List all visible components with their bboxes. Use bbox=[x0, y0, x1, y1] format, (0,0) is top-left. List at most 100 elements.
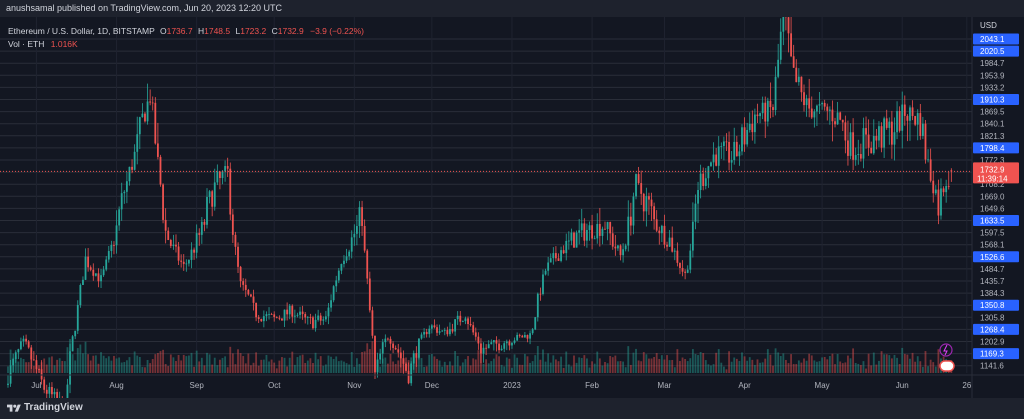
volume-bar bbox=[244, 363, 247, 373]
candle-body bbox=[606, 222, 609, 230]
candle-body bbox=[614, 246, 617, 249]
volume-bar bbox=[418, 356, 420, 373]
volume-bar bbox=[156, 353, 159, 373]
candle-body bbox=[707, 166, 710, 179]
volume-bar bbox=[100, 352, 102, 373]
candle-body bbox=[852, 132, 855, 160]
volume-bar bbox=[324, 364, 327, 373]
candle-body bbox=[609, 222, 612, 234]
volume-bar bbox=[425, 366, 428, 373]
symbol-label[interactable]: Ethereum / U.S. Dollar, 1D, BITSTAMP bbox=[8, 26, 155, 36]
candle-body bbox=[200, 221, 203, 235]
volume-bar bbox=[787, 363, 790, 373]
candle-body bbox=[464, 318, 467, 322]
candle-body bbox=[841, 119, 844, 123]
candle-body bbox=[640, 183, 643, 194]
tick-highlight bbox=[973, 142, 1019, 154]
candle-body bbox=[291, 305, 294, 317]
volume-bar bbox=[322, 365, 325, 373]
price-tick-label: 1798.4 bbox=[980, 144, 1005, 153]
time-tick-label: Aug bbox=[109, 381, 123, 390]
candle-body bbox=[867, 134, 870, 148]
candle-body bbox=[722, 141, 725, 147]
volume-bar bbox=[795, 364, 798, 373]
volume-bar bbox=[810, 355, 813, 373]
volume-bar bbox=[162, 349, 164, 373]
candle-body bbox=[854, 155, 857, 160]
candle-body bbox=[22, 338, 25, 342]
high-key: H bbox=[197, 26, 205, 36]
candle-body bbox=[715, 154, 718, 166]
volume-bar bbox=[854, 362, 857, 373]
time-tick-label: Sep bbox=[190, 381, 205, 390]
volume-bar bbox=[663, 359, 666, 373]
candle-body bbox=[624, 245, 627, 250]
tick-highlight bbox=[973, 299, 1019, 311]
volume-bar bbox=[82, 353, 84, 373]
lightning-bolt-icon bbox=[943, 344, 948, 356]
candle-body bbox=[790, 33, 792, 57]
volume-bar bbox=[270, 359, 273, 373]
candle-body bbox=[319, 315, 322, 321]
candle-body bbox=[865, 128, 867, 135]
candle-body bbox=[777, 59, 780, 77]
candle-body bbox=[25, 338, 27, 342]
candle-body bbox=[560, 250, 562, 261]
volume-bar bbox=[878, 360, 880, 373]
candle-body bbox=[516, 334, 519, 341]
volume-bar bbox=[544, 361, 547, 373]
candle-body bbox=[188, 259, 190, 264]
candle-body bbox=[353, 233, 356, 238]
candle-body bbox=[27, 341, 30, 348]
candle-body bbox=[586, 229, 588, 241]
candle-body bbox=[123, 191, 126, 194]
candle-body bbox=[208, 191, 211, 197]
candle-body bbox=[710, 162, 712, 167]
candle-body bbox=[322, 319, 325, 321]
candle-body bbox=[741, 127, 743, 152]
volume-bar bbox=[381, 358, 384, 373]
price-tick-label: 1169.3 bbox=[980, 350, 1004, 359]
volume-bar bbox=[407, 360, 410, 373]
candle-body bbox=[340, 264, 343, 271]
flag-icon bbox=[939, 360, 955, 372]
volume-bar bbox=[397, 360, 400, 373]
volume-bar bbox=[51, 356, 53, 373]
volume-bar bbox=[782, 353, 785, 373]
volume-bar bbox=[565, 351, 568, 373]
candle-body bbox=[420, 334, 423, 339]
candle-body bbox=[454, 319, 457, 332]
volume-bar bbox=[588, 367, 591, 373]
volume-bar bbox=[138, 356, 141, 373]
chart-area[interactable]: USD 2043.1 2020.5 1984.7 1953.9 1933.2 1910.3 1… bbox=[0, 17, 1024, 398]
volume-bar bbox=[679, 361, 681, 373]
candle-body bbox=[536, 293, 539, 318]
candle-body bbox=[355, 226, 358, 234]
price-chart[interactable]: USD 2043.1 2020.5 1984.7 1953.9 1933.2 1910.3 1… bbox=[0, 17, 1024, 398]
candle-body bbox=[893, 132, 896, 145]
volume-bar bbox=[606, 363, 609, 373]
volume-bar bbox=[169, 354, 172, 373]
volume-bar bbox=[531, 361, 534, 373]
volume-bar bbox=[379, 366, 382, 373]
volume-bar bbox=[735, 358, 738, 373]
candle-body bbox=[7, 383, 9, 385]
volume-bar bbox=[655, 353, 658, 373]
candle-body bbox=[702, 173, 705, 186]
candle-body bbox=[839, 112, 842, 120]
candle-body bbox=[679, 262, 681, 268]
publisher-text: anushsamal published on TradingView.com,… bbox=[6, 3, 283, 13]
candle-body bbox=[691, 221, 694, 251]
candle-body bbox=[787, 17, 790, 34]
volume-bar bbox=[17, 361, 20, 373]
volume-bar bbox=[932, 362, 935, 373]
volume-bar bbox=[312, 362, 314, 373]
volume-bar bbox=[619, 361, 622, 373]
volume-bar bbox=[632, 352, 635, 373]
candle-body bbox=[746, 129, 749, 145]
volume-label[interactable]: Vol · ETH bbox=[8, 39, 45, 49]
volume-bar bbox=[433, 356, 436, 373]
candle-body bbox=[425, 331, 428, 335]
volume-bar bbox=[257, 365, 260, 373]
volume-bar bbox=[454, 351, 457, 373]
